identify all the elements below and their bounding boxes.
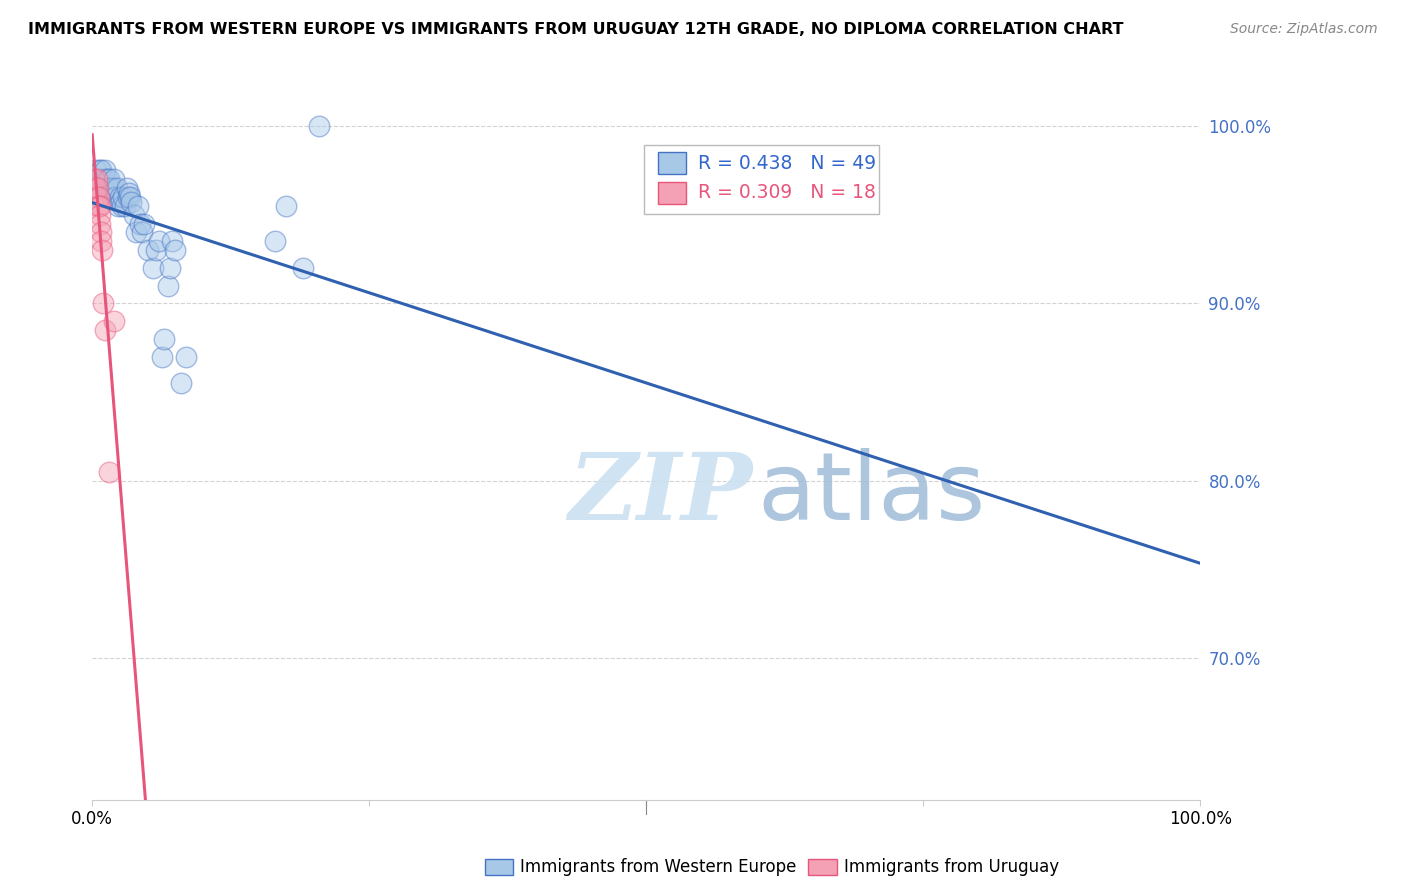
- Point: [97, 181, 120, 195]
- Point: [127, 199, 149, 213]
- Point: [103, 314, 125, 328]
- Text: R = 0.438   N = 49: R = 0.438 N = 49: [697, 153, 876, 173]
- Text: R = 0.309   N = 18: R = 0.309 N = 18: [697, 184, 876, 202]
- Point: [87, 190, 110, 204]
- Point: [105, 181, 128, 195]
- Point: [89, 217, 111, 231]
- Point: [97, 172, 120, 186]
- Point: [89, 208, 111, 222]
- Point: [87, 199, 110, 213]
- Point: [118, 190, 141, 204]
- Point: [118, 186, 141, 201]
- Point: [101, 190, 124, 204]
- Point: [84, 163, 107, 178]
- Text: Immigrants from Western Europe: Immigrants from Western Europe: [520, 858, 797, 876]
- Point: [98, 181, 121, 195]
- Point: [89, 163, 111, 178]
- Point: [96, 172, 118, 186]
- Point: [83, 172, 105, 186]
- Point: [114, 199, 136, 213]
- Point: [148, 235, 170, 249]
- Point: [176, 350, 198, 364]
- Point: [103, 181, 125, 195]
- Point: [86, 190, 108, 204]
- Point: [115, 181, 138, 195]
- Text: ZIP: ZIP: [568, 450, 752, 540]
- Point: [87, 199, 110, 213]
- Text: IMMIGRANTS FROM WESTERN EUROPE VS IMMIGRANTS FROM URUGUAY 12TH GRADE, NO DIPLOMA: IMMIGRANTS FROM WESTERN EUROPE VS IMMIGR…: [28, 22, 1123, 37]
- Point: [308, 119, 330, 133]
- Point: [93, 172, 115, 186]
- Point: [103, 172, 125, 186]
- Point: [90, 163, 112, 178]
- Point: [125, 226, 148, 240]
- Point: [136, 243, 159, 257]
- Point: [94, 323, 117, 337]
- Point: [170, 376, 193, 390]
- Point: [87, 181, 110, 195]
- Point: [264, 235, 287, 249]
- Point: [89, 199, 111, 213]
- Point: [91, 181, 114, 195]
- Point: [87, 172, 110, 186]
- Point: [111, 199, 134, 213]
- Point: [94, 163, 117, 178]
- Point: [107, 199, 129, 213]
- Point: [97, 465, 120, 479]
- Point: [90, 235, 112, 249]
- Point: [150, 350, 173, 364]
- Point: [91, 296, 114, 310]
- Point: [145, 243, 167, 257]
- Point: [274, 199, 297, 213]
- Point: [159, 260, 181, 275]
- Point: [91, 243, 114, 257]
- Point: [128, 217, 150, 231]
- Point: [165, 243, 187, 257]
- Point: [84, 181, 107, 195]
- Point: [112, 190, 135, 204]
- Point: [117, 190, 139, 204]
- Point: [120, 195, 142, 210]
- Text: Source: ZipAtlas.com: Source: ZipAtlas.com: [1230, 22, 1378, 37]
- Point: [104, 190, 127, 204]
- Point: [124, 208, 146, 222]
- Point: [156, 278, 179, 293]
- Point: [108, 190, 131, 204]
- Point: [134, 217, 156, 231]
- Point: [160, 235, 183, 249]
- Point: [291, 260, 314, 275]
- Text: atlas: atlas: [756, 449, 986, 541]
- Point: [142, 260, 165, 275]
- Point: [90, 226, 112, 240]
- Point: [110, 194, 132, 208]
- Point: [86, 172, 108, 186]
- Text: Immigrants from Uruguay: Immigrants from Uruguay: [844, 858, 1059, 876]
- Point: [153, 332, 176, 346]
- Point: [131, 226, 153, 240]
